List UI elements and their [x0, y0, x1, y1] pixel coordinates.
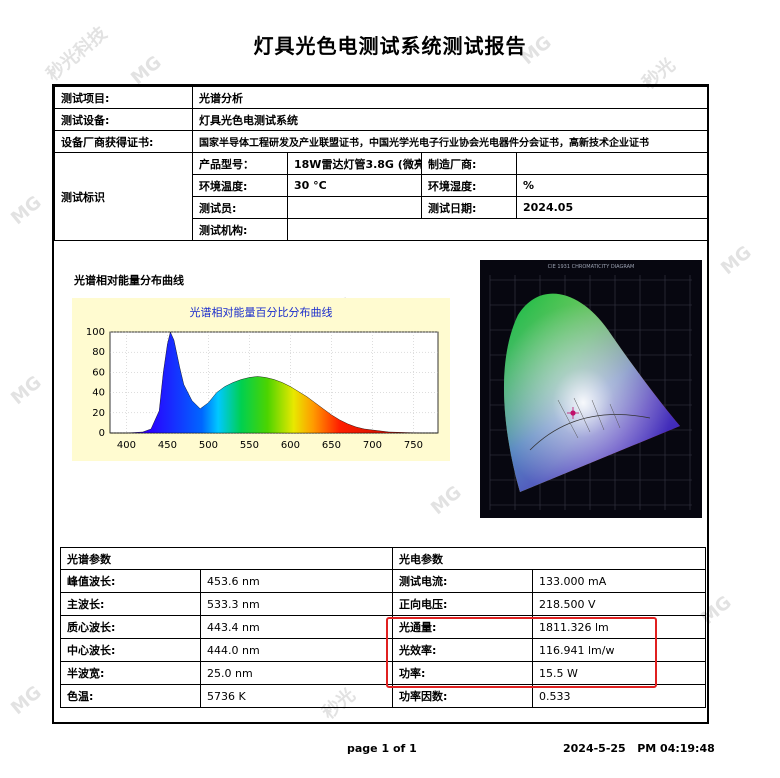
- cie-gamut-white: [503, 293, 680, 492]
- info-row: 设备厂商获得证书: 国家半导体工程研发及产业联盟证书，中国光学光电子行业协会光电…: [54, 130, 708, 153]
- power-factor-label: 功率因数:: [392, 684, 533, 708]
- planckian-locus: [529, 414, 651, 451]
- param-row: 峰值波长: 453.6 nm 测试电流: 133.000 mA: [60, 569, 706, 593]
- center-wavelength-label: 中心波长:: [60, 638, 201, 662]
- param-row: 色温: 5736 K 功率因数: 0.533: [60, 684, 706, 708]
- dominant-wavelength-value: 533.3 nm: [200, 592, 393, 616]
- tester-label: 测试员:: [192, 196, 288, 219]
- report-title: 灯具光色电测试系统测试报告: [253, 34, 527, 58]
- watermark: MG: [717, 241, 756, 280]
- param-row: 半波宽: 25.0 nm 功率: 15.5 W: [60, 661, 706, 685]
- test-item-label: 测试项目:: [54, 86, 193, 109]
- model-label: 产品型号：: [192, 152, 288, 175]
- half-width-value: 25.0 nm: [200, 661, 393, 685]
- test-current-value: 133.000 mA: [532, 569, 706, 593]
- spectral-params-header: 光谱参数: [60, 547, 393, 570]
- model-value: 18W雷达灯管3.8G (微亮): [287, 152, 422, 175]
- centroid-wavelength-value: 443.4 nm: [200, 615, 393, 639]
- tester-value: [287, 196, 422, 219]
- peak-wavelength-value: 453.6 nm: [200, 569, 393, 593]
- cie-svg: CIE 1931 CHROMATICITY DIAGRAM: [489, 264, 692, 510]
- figure-area: 光谱相对能量分布曲线 光谱相对能量百分比分布曲线: [54, 246, 707, 536]
- centroid-wavelength-label: 质心波长:: [60, 615, 201, 639]
- y-tick-label: 0: [99, 428, 105, 439]
- date-value: 2024.05: [516, 196, 708, 219]
- x-tick-label: 450: [158, 440, 177, 451]
- color-temperature-value: 5736 K: [200, 684, 393, 708]
- x-tick-label: 550: [240, 440, 259, 451]
- color-temperature-label: 色温:: [60, 684, 201, 708]
- x-tick-label: 600: [281, 440, 300, 451]
- report-frame: 测试项目: 光谱分析 测试设备: 灯具光色电测试系统 设备厂商获得证书: 国家半…: [52, 84, 709, 724]
- power-value: 15.5 W: [532, 661, 706, 685]
- luminous-efficacy-label: 光效率:: [392, 638, 533, 662]
- info-row: 测试标识 产品型号： 18W雷达灯管3.8G (微亮) 制造厂商:: [54, 152, 708, 241]
- humidity-label: 环境湿度:: [421, 174, 517, 197]
- parameter-table: 光谱参数 光电参数 峰值波长: 453.6 nm 测试电流: 133.000 m…: [60, 547, 706, 708]
- peak-wavelength-label: 峰值波长:: [60, 569, 201, 593]
- param-row: 主波长: 533.3 nm 正向电压: 218.500 V: [60, 592, 706, 616]
- maker-label: 制造厂商:: [421, 152, 517, 175]
- y-tick-label: 100: [86, 327, 105, 338]
- temp-label: 环境温度:: [192, 174, 288, 197]
- info-row: 测试设备: 灯具光色电测试系统: [54, 108, 708, 131]
- watermark: MG: [7, 191, 46, 230]
- param-row: 中心波长: 444.0 nm 光效率: 116.941 lm/w: [60, 638, 706, 662]
- forward-voltage-value: 218.500 V: [532, 592, 706, 616]
- red-highlight-box: [386, 617, 657, 688]
- x-tick-label: 750: [404, 440, 423, 451]
- chart-title: 光谱相对能量百分比分布曲线: [189, 306, 333, 319]
- info-row: 测试项目: 光谱分析: [54, 86, 708, 109]
- spectrum-svg: 400 450 500 550 600 650 700 750 0 20 40 60 80 100: [86, 327, 439, 451]
- page-number: page 1 of 1: [347, 742, 417, 755]
- cert-label: 设备厂商获得证书:: [54, 130, 193, 153]
- electric-params-header: 光电参数: [392, 547, 706, 570]
- humidity-value: %: [516, 174, 708, 197]
- test-mark-label: 测试标识: [54, 152, 193, 241]
- spectrum-caption: 光谱相对能量分布曲线: [74, 274, 184, 287]
- equipment-label: 测试设备:: [54, 108, 193, 131]
- param-row: 质心波长: 443.4 nm 光通量: 1811.326 lm: [60, 615, 706, 639]
- forward-voltage-label: 正向电压:: [392, 592, 533, 616]
- x-tick-label: 700: [363, 440, 382, 451]
- watermark: MG: [7, 371, 46, 410]
- luminous-flux-value: 1811.326 lm: [532, 615, 706, 639]
- info-row: 测试机构:: [55, 218, 708, 241]
- info-table: 测试项目: 光谱分析 测试设备: 灯具光色电测试系统 设备厂商获得证书: 国家半…: [54, 86, 708, 241]
- y-tick-label: 40: [92, 388, 105, 399]
- cert-value: 国家半导体工程研发及产业联盟证书，中国光学光电子行业协会光电器件分会证书，高新技…: [192, 130, 708, 153]
- center-wavelength-value: 444.0 nm: [200, 638, 393, 662]
- x-tick-label: 650: [322, 440, 341, 451]
- watermark: MG: [7, 681, 46, 720]
- equipment-value: 灯具光色电测试系统: [192, 108, 708, 131]
- org-value: [287, 218, 708, 241]
- date-label: 测试日期:: [421, 196, 517, 219]
- spectrum-area: [110, 331, 438, 434]
- print-datetime: 2024-5-25 PM 04:19:48: [563, 742, 715, 755]
- test-item-value: 光谱分析: [192, 86, 708, 109]
- luminous-efficacy-value: 116.941 lm/w: [532, 638, 706, 662]
- param-header-row: 光谱参数 光电参数: [60, 547, 706, 570]
- cie-chromaticity-diagram: CIE 1931 CHROMATICITY DIAGRAM: [480, 260, 702, 518]
- maker-value: [516, 152, 708, 175]
- half-width-label: 半波宽:: [60, 661, 201, 685]
- y-tick-label: 20: [92, 408, 105, 419]
- x-tick-label: 500: [199, 440, 218, 451]
- spectrum-chart: 光谱相对能量百分比分布曲线 4: [72, 298, 450, 461]
- test-current-label: 测试电流:: [392, 569, 533, 593]
- cie-caption: CIE 1931 CHROMATICITY DIAGRAM: [548, 264, 635, 270]
- temp-value: 30 °C: [287, 174, 422, 197]
- power-factor-value: 0.533: [532, 684, 706, 708]
- isotherm-lines: [557, 397, 621, 439]
- org-label: 测试机构:: [192, 218, 288, 241]
- y-tick-label: 80: [92, 347, 105, 358]
- dominant-wavelength-label: 主波长:: [60, 592, 201, 616]
- x-tick-label: 400: [117, 440, 136, 451]
- y-tick-label: 60: [92, 367, 105, 378]
